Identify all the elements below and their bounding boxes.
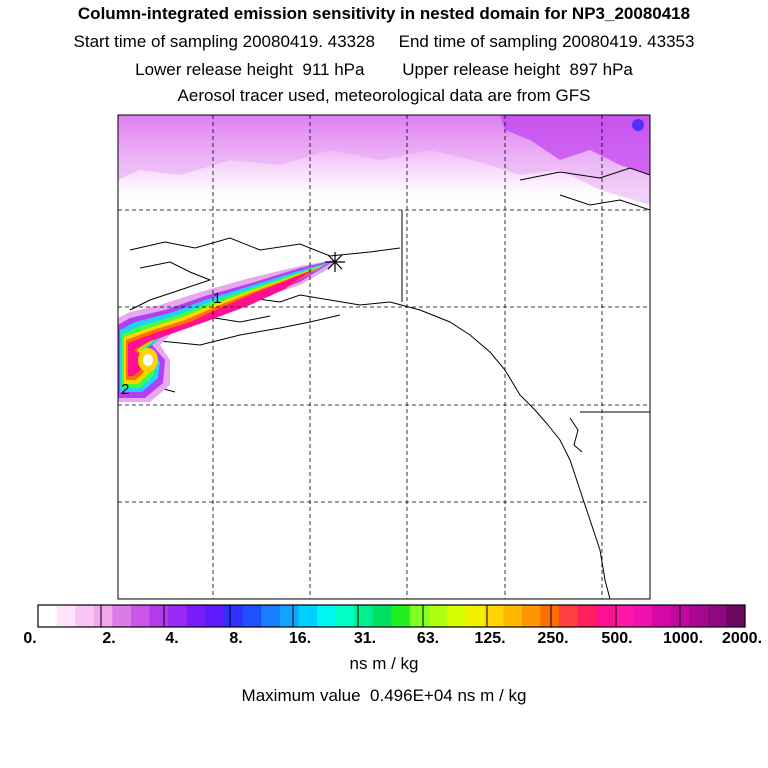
colorbar-tick-label: 250. bbox=[537, 630, 569, 647]
colorbar-cell bbox=[614, 605, 634, 627]
colorbar-cell bbox=[428, 605, 448, 627]
colorbar-tick-label: 16. bbox=[288, 630, 312, 647]
colorbar-tick-label: 31. bbox=[353, 630, 377, 647]
colorbar-cell bbox=[726, 605, 746, 627]
arctic-plume-core bbox=[500, 115, 650, 175]
colorbar-cell bbox=[521, 605, 541, 627]
colorbar-cell bbox=[242, 605, 262, 627]
emission-map: 1 2 bbox=[117, 114, 651, 600]
map-title: Column-integrated emission sensitivity i… bbox=[77, 4, 691, 23]
colorbar-cell bbox=[707, 605, 727, 627]
colorbar-cell bbox=[689, 605, 709, 627]
map-frame bbox=[117, 114, 651, 600]
colorbar-tick-label: 1000. bbox=[662, 630, 704, 647]
colorbar-cell bbox=[112, 605, 132, 627]
colorbar-cell bbox=[651, 605, 672, 627]
colorbar-cell bbox=[38, 605, 58, 627]
colorbar-cell bbox=[540, 605, 560, 627]
colorbar-cell bbox=[261, 605, 281, 627]
sampling-time-line: Start time of sampling 20080419. 43328 E… bbox=[73, 32, 695, 51]
colorbar-cell bbox=[56, 605, 76, 627]
colorbar-cell bbox=[168, 605, 188, 627]
colorbar-cell bbox=[224, 605, 244, 627]
arctic-plume-band bbox=[118, 115, 650, 205]
colorbar-cell bbox=[317, 605, 337, 627]
colorbar-cell bbox=[298, 605, 318, 627]
colorbar-cell bbox=[447, 605, 467, 627]
colorbar-cell bbox=[354, 605, 374, 627]
graticule bbox=[118, 115, 650, 599]
colorbar-frame bbox=[37, 604, 746, 628]
colorbar-cell bbox=[205, 605, 225, 627]
colorbar-cell bbox=[149, 605, 169, 627]
colorbar-tick-label: 8. bbox=[229, 630, 243, 647]
colorbar-cell bbox=[186, 605, 206, 627]
colorbar-tick-label: 500. bbox=[601, 630, 633, 647]
map-label-2: 2 bbox=[121, 381, 129, 398]
colorbar-cell bbox=[465, 605, 486, 627]
colorbar-cell bbox=[372, 605, 392, 627]
colorbar-tick-label: 125. bbox=[474, 630, 506, 647]
maximum-value: Maximum value 0.496E+04 ns m / kg bbox=[241, 686, 527, 705]
colorbar-cell bbox=[93, 605, 113, 627]
colorbar-tick-label: 63. bbox=[416, 630, 440, 647]
release-height-line: Lower release height 911 hPa Upper relea… bbox=[135, 60, 633, 79]
colorbar bbox=[37, 604, 746, 628]
plume-loop-center bbox=[143, 354, 153, 366]
colorbar-cell bbox=[484, 605, 504, 627]
asterisk-icon bbox=[325, 252, 345, 272]
colorbar-cell bbox=[131, 605, 151, 627]
colorbar-cell bbox=[503, 605, 523, 627]
arctic-plume-peak bbox=[632, 119, 644, 131]
plume-band-yellow bbox=[124, 266, 322, 384]
colorbar-cell bbox=[391, 605, 411, 627]
tracer-info-line: Aerosol tracer used, meteorological data… bbox=[177, 86, 591, 105]
colorbar-cell bbox=[279, 605, 299, 627]
colorbar-tick-label: 0. bbox=[23, 630, 37, 647]
colorbar-cell bbox=[335, 605, 355, 627]
plume-core bbox=[128, 270, 312, 376]
colorbar-tick-label: 2000. bbox=[721, 630, 763, 647]
colorbar-tick-label: 4. bbox=[165, 630, 179, 647]
colorbar-cell bbox=[577, 605, 597, 627]
colorbar-tick-label: 2. bbox=[102, 630, 116, 647]
map-label-1: 1 bbox=[213, 290, 221, 307]
colorbar-cell bbox=[596, 605, 616, 627]
colorbar-unit: ns m / kg bbox=[349, 654, 419, 673]
colorbar-cell bbox=[633, 605, 653, 627]
colorbar-cell bbox=[410, 605, 430, 627]
colorbar-cell bbox=[558, 605, 579, 627]
colorbar-cell bbox=[75, 605, 95, 627]
